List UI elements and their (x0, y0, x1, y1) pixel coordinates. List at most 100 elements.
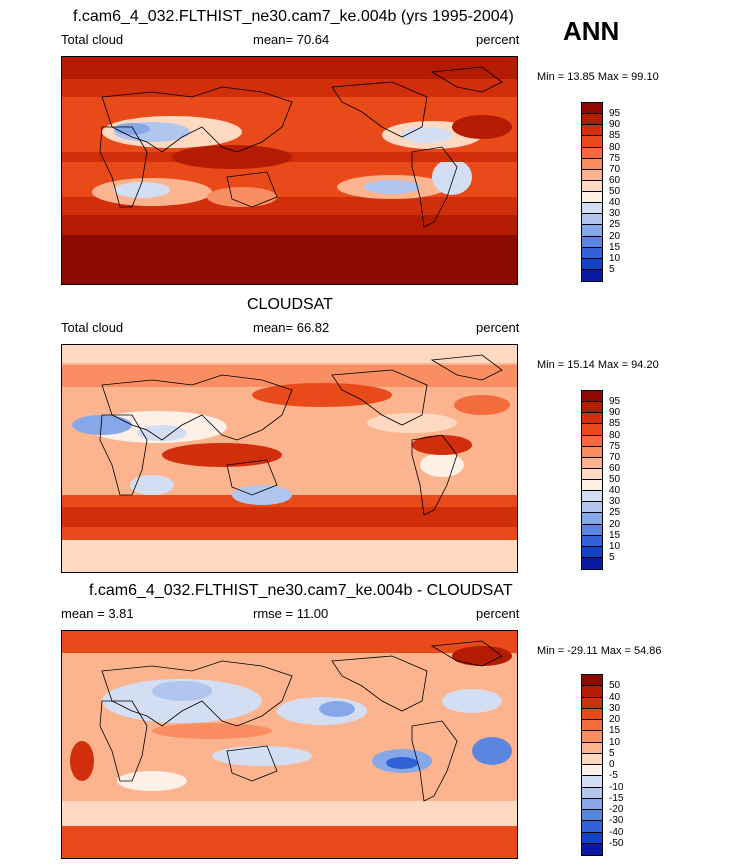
colorbar-tick-label: 25 (609, 219, 621, 231)
colorbar-swatch (582, 513, 602, 525)
colorbar-tick-label: 60 (609, 174, 621, 186)
colorbar-swatch (582, 708, 602, 720)
colorbar-swatch (582, 480, 602, 492)
colorbar-tick-label: -50 (609, 837, 624, 849)
colorbar-swatch (582, 753, 602, 765)
colorbar-swatch (582, 535, 602, 547)
colorbar-tick-label: 10 (609, 252, 621, 264)
colorbar-swatch (582, 557, 602, 569)
colorbar-tick-label: 30 (609, 208, 621, 220)
colorbar-swatch (582, 502, 602, 514)
colorbar-tick-label: 50 (609, 474, 621, 485)
colorbar-swatch (582, 457, 602, 469)
panel-3-units: percent (476, 606, 520, 621)
colorbar-swatch (582, 236, 602, 248)
colorbar-tick-label: 85 (609, 130, 621, 142)
colorbar-swatch (582, 114, 602, 126)
panel-3-colorbar (581, 674, 603, 856)
colorbar-swatch (582, 675, 602, 687)
colorbar-swatch (582, 214, 602, 226)
colorbar-tick-label: 30 (609, 496, 621, 508)
colorbar-tick-label: 75 (609, 152, 621, 164)
colorbar-tick-label: 90 (609, 407, 621, 419)
colorbar-tick-label: 10 (609, 736, 621, 748)
panel-3-minmax: Min = -29.11 Max = 54.86 (537, 645, 662, 657)
colorbar-swatch (582, 446, 602, 458)
colorbar-swatch (582, 125, 602, 137)
colorbar-swatch (582, 742, 602, 754)
panel-3-difference-map (61, 630, 518, 859)
colorbar-tick-label: 75 (609, 440, 621, 452)
panel-1-model-cloud-map (61, 56, 518, 285)
colorbar-tick-label: -10 (609, 781, 624, 793)
colorbar-tick-label: 80 (609, 141, 621, 153)
colorbar-swatch (582, 832, 602, 844)
panel-2-left-label: Total cloud (61, 320, 124, 335)
colorbar-tick-label: -40 (609, 826, 624, 838)
colorbar-tick-label: 10 (609, 540, 621, 552)
colorbar-tick-label: -30 (609, 815, 624, 827)
colorbar-tick-label: 15 (609, 529, 621, 541)
panel-1-center-label: mean= 70.64 (253, 32, 330, 47)
colorbar-swatch (582, 697, 602, 709)
panel-2-cloudsat-map (61, 344, 518, 573)
colorbar-tick-label: 30 (609, 702, 621, 714)
panel-2-title: CLOUDSAT (247, 296, 333, 313)
colorbar-swatch (582, 203, 602, 215)
panel-2-units: percent (476, 320, 520, 335)
colorbar-swatch (582, 169, 602, 181)
colorbar-swatch (582, 158, 602, 170)
colorbar-swatch (582, 810, 602, 822)
colorbar-swatch (582, 787, 602, 799)
colorbar-tick-label: 15 (609, 725, 621, 737)
colorbar-tick-label: 50 (609, 680, 621, 692)
colorbar-swatch (582, 435, 602, 447)
panel-1-left-label: Total cloud (61, 32, 124, 47)
colorbar-tick-label: 20 (609, 230, 621, 242)
season-label: ANN (563, 16, 620, 46)
colorbar-swatch (582, 821, 602, 833)
panel-2-colorbar (581, 390, 603, 570)
colorbar-tick-label: -5 (609, 770, 618, 782)
colorbar-swatch (582, 546, 602, 558)
colorbar-tick-label: 50 (609, 186, 621, 197)
colorbar-tick-label: 20 (609, 518, 621, 530)
colorbar-swatch (582, 843, 602, 855)
colorbar-swatch (582, 269, 602, 281)
colorbar-tick-label: 40 (609, 197, 621, 209)
colorbar-tick-label: 15 (609, 241, 621, 253)
colorbar-swatch (582, 524, 602, 536)
panel-2-minmax: Min = 15.14 Max = 94.20 (537, 359, 659, 371)
panel-1-colorbar (581, 102, 603, 282)
colorbar-swatch (582, 192, 602, 204)
colorbar-tick-label: 0 (609, 759, 615, 770)
colorbar-swatch (582, 491, 602, 503)
colorbar-swatch (582, 776, 602, 788)
colorbar-swatch (582, 147, 602, 159)
panel-3-center-label: rmse = 11.00 (253, 606, 329, 621)
colorbar-tick-label: 85 (609, 418, 621, 430)
colorbar-tick-label: 95 (609, 108, 621, 120)
colorbar-swatch (582, 798, 602, 810)
colorbar-tick-label: 90 (609, 119, 621, 131)
colorbar-tick-label: 95 (609, 396, 621, 408)
colorbar-swatch (582, 103, 602, 115)
colorbar-tick-label: 70 (609, 451, 621, 463)
colorbar-tick-label: 5 (609, 551, 615, 563)
colorbar-swatch (582, 180, 602, 192)
colorbar-tick-label: -15 (609, 792, 624, 804)
panel-1-title: f.cam6_4_032.FLTHIST_ne30.cam7_ke.004b (… (73, 8, 514, 25)
panel-3-title: f.cam6_4_032.FLTHIST_ne30.cam7_ke.004b -… (89, 582, 513, 599)
colorbar-swatch (582, 686, 602, 698)
colorbar-tick-label: 20 (609, 714, 621, 725)
colorbar-tick-label: 40 (609, 691, 621, 703)
colorbar-swatch (582, 413, 602, 425)
colorbar-swatch (582, 391, 602, 403)
panel-1-minmax: Min = 13.85 Max = 99.10 (537, 71, 659, 83)
colorbar-swatch (582, 258, 602, 270)
panel-3-left-label: mean = 3.81 (61, 606, 134, 621)
colorbar-tick-label: 80 (609, 429, 621, 441)
colorbar-swatch (582, 424, 602, 436)
colorbar-swatch (582, 247, 602, 259)
colorbar-swatch (582, 765, 602, 777)
